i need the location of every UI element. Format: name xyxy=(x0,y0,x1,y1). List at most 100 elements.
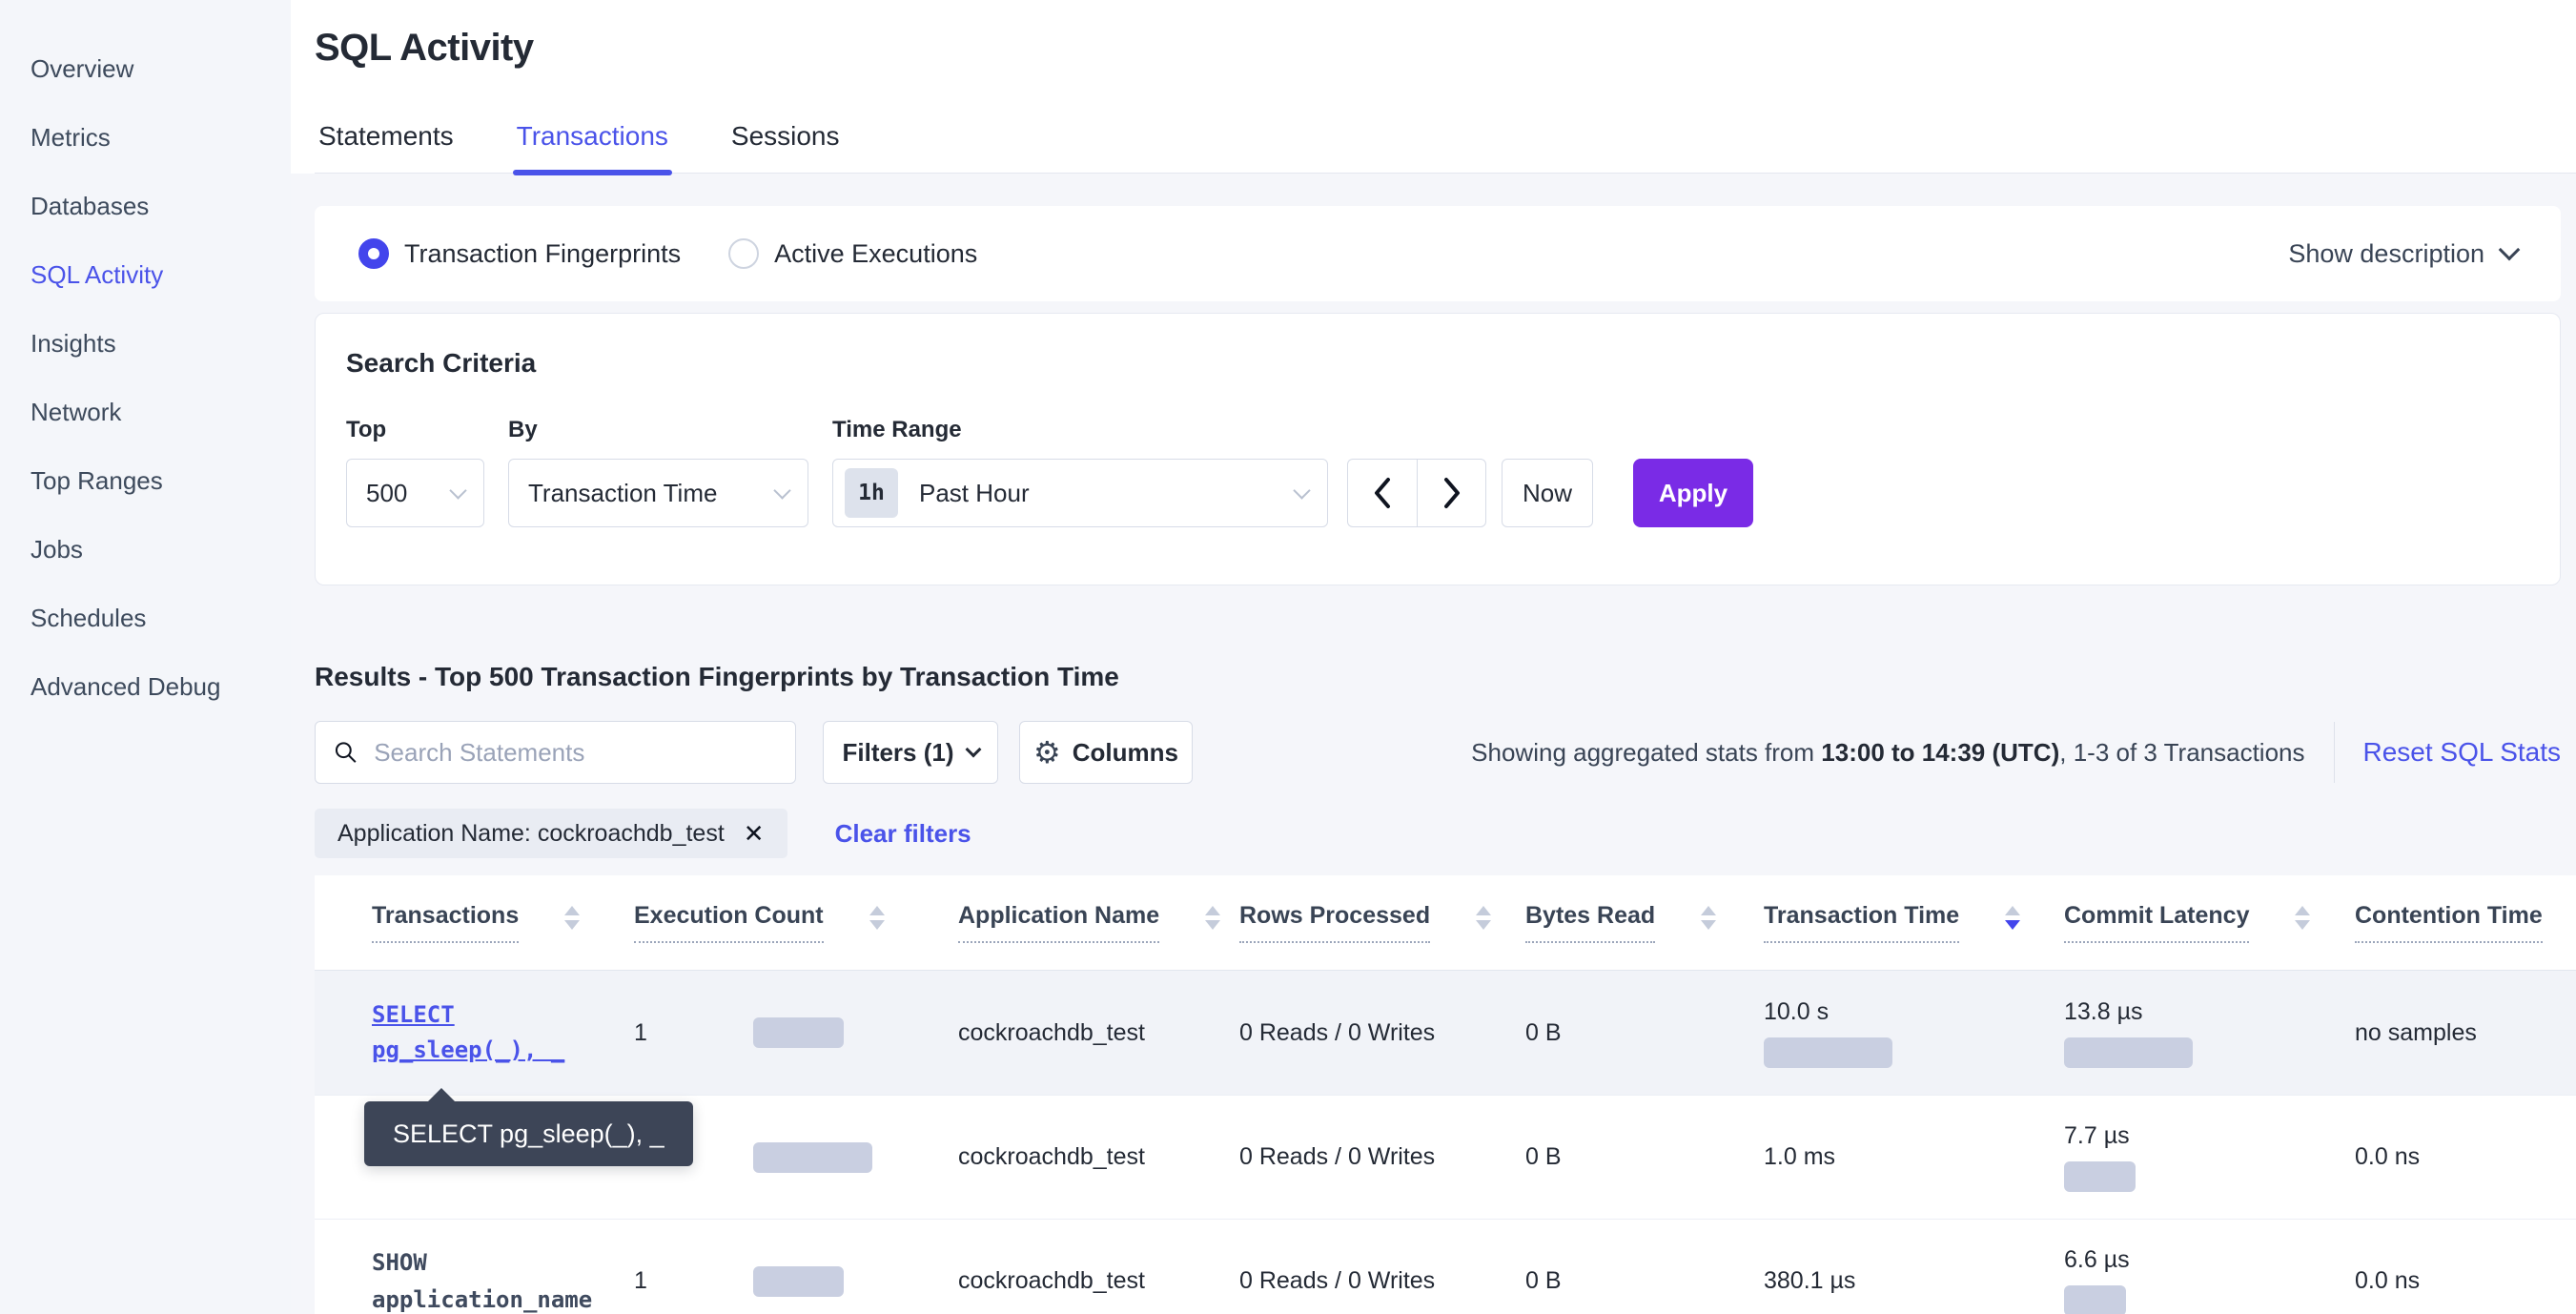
column-header-commit-latency: Commit Latency xyxy=(2064,902,2355,943)
tab-sessions[interactable]: Sessions xyxy=(730,121,840,151)
sidebar-item-databases[interactable]: Databases xyxy=(31,192,150,220)
columns-button[interactable]: ⚙ Columns xyxy=(1019,721,1193,784)
active-tab-underline xyxy=(512,170,672,175)
execution-count-bar xyxy=(753,1265,844,1297)
column-header-bytes-read: Bytes Read xyxy=(1525,902,1764,943)
tab-bar: Statements Transactions Sessions xyxy=(315,108,2576,175)
contention-time-value: 0.0 ns xyxy=(2355,1267,2421,1294)
bytes-read-value: 0 B xyxy=(1525,1267,1562,1294)
tab-statements[interactable]: Statements xyxy=(318,121,454,151)
sort-icon[interactable] xyxy=(2295,906,2311,930)
table-row: SELECT pg_sleep(_), _ 1 cockroachdb_test… xyxy=(315,971,2576,1095)
execution-count-bar xyxy=(753,1141,872,1173)
filter-chip-row: Application Name: cockroachdb_test ✕ Cle… xyxy=(315,809,2561,858)
table-row: SHOW database 3 cockroachdb_test 0 Reads… xyxy=(315,1095,2576,1219)
commit-latency-bar xyxy=(2064,1161,2136,1192)
close-icon[interactable]: ✕ xyxy=(743,818,765,848)
rows-processed-value: 0 Reads / 0 Writes xyxy=(1239,1018,1436,1046)
reset-sql-stats-link[interactable]: Reset SQL Stats xyxy=(2362,737,2562,767)
results-controls: Filters (1) ⚙ Columns Showing aggregated… xyxy=(315,721,2561,784)
sort-icon[interactable] xyxy=(564,906,581,930)
commit-latency-value: 6.6 µs xyxy=(2064,1246,2130,1273)
top-select[interactable]: 500 xyxy=(346,459,484,527)
bytes-read-value: 0 B xyxy=(1525,1018,1562,1046)
time-range-select[interactable]: 1h Past Hour xyxy=(832,459,1328,527)
results-heading: Results - Top 500 Transaction Fingerprin… xyxy=(315,662,1119,691)
chevron-right-icon xyxy=(1443,478,1460,508)
aggregated-stats-text: Showing aggregated stats from 13:00 to 1… xyxy=(1471,737,2305,767)
column-header-rows-processed: Rows Processed xyxy=(1239,902,1525,943)
rows-processed-value: 0 Reads / 0 Writes xyxy=(1239,1143,1436,1170)
sidebar-item-metrics[interactable]: Metrics xyxy=(31,123,111,152)
clear-filters-link[interactable]: Clear filters xyxy=(834,818,971,848)
fingerprint-tooltip: SELECT pg_sleep(_), _ xyxy=(364,1088,693,1166)
table-row: SHOW application_name 1 cockroachdb_test… xyxy=(315,1219,2576,1314)
page-title: SQL Activity xyxy=(315,27,534,69)
application-name-value: cockroachdb_test xyxy=(958,1018,1145,1046)
by-label: By xyxy=(508,417,538,442)
sort-icon[interactable] xyxy=(1476,906,1492,930)
sort-icon[interactable] xyxy=(869,906,885,930)
previous-time-button[interactable] xyxy=(1347,459,1417,527)
radio-active-executions[interactable]: Active Executions xyxy=(728,238,977,269)
time-range-pager xyxy=(1347,459,1486,527)
apply-button[interactable]: Apply xyxy=(1633,459,1753,527)
sidebar-item-top-ranges[interactable]: Top Ranges xyxy=(31,466,163,495)
chevron-down-icon xyxy=(773,481,791,500)
execution-count-bar xyxy=(753,1017,844,1048)
page-header: SQL Activity Statements Transactions Ses… xyxy=(291,0,2576,175)
contention-time-value: no samples xyxy=(2355,1018,2477,1046)
sidebar-item-sql-activity[interactable]: SQL Activity xyxy=(31,260,164,289)
by-select[interactable]: Transaction Time xyxy=(508,459,808,527)
chevron-down-icon xyxy=(2498,238,2521,261)
application-name-value: cockroachdb_test xyxy=(958,1143,1145,1170)
chevron-down-icon xyxy=(965,741,982,758)
show-description-toggle[interactable]: Show description xyxy=(2288,239,2521,269)
commit-latency-value: 13.8 µs xyxy=(2064,997,2143,1025)
transaction-fingerprint-link[interactable]: SELECT pg_sleep(_), _ xyxy=(372,1000,565,1063)
radio-unselected-icon xyxy=(728,238,760,269)
top-label: Top xyxy=(346,417,387,442)
radio-transaction-fingerprints[interactable]: Transaction Fingerprints xyxy=(358,238,681,269)
sidebar-item-advanced-debug[interactable]: Advanced Debug xyxy=(31,672,221,701)
search-criteria-panel: Search Criteria Top 500 By Transaction T… xyxy=(315,313,2561,585)
filter-chip-application-name: Application Name: cockroachdb_test ✕ xyxy=(315,809,787,858)
sidebar-item-overview[interactable]: Overview xyxy=(31,54,134,83)
transaction-fingerprint-text[interactable]: SHOW application_name xyxy=(372,1249,593,1313)
table-header-row: Transactions Execution Count Application… xyxy=(315,875,2576,971)
sidebar: Overview Metrics Databases SQL Activity … xyxy=(0,0,291,1314)
divider xyxy=(2333,722,2335,783)
transaction-time-bar xyxy=(1764,1037,1892,1068)
chevron-left-icon xyxy=(1375,478,1390,508)
content-area: Transaction Fingerprints Active Executio… xyxy=(291,206,2576,1314)
main-area: SQL Activity Statements Transactions Ses… xyxy=(291,0,2576,1314)
rows-processed-value: 0 Reads / 0 Writes xyxy=(1239,1267,1436,1294)
search-statements-box xyxy=(315,721,796,784)
sidebar-item-network[interactable]: Network xyxy=(31,398,122,426)
transaction-time-value: 380.1 µs xyxy=(1764,1267,1856,1294)
filters-button[interactable]: Filters (1) xyxy=(823,721,998,784)
time-range-label: Time Range xyxy=(832,417,962,442)
sidebar-item-insights[interactable]: Insights xyxy=(31,329,116,358)
gear-icon: ⚙ xyxy=(1033,735,1061,770)
transactions-table: Transactions Execution Count Application… xyxy=(315,875,2576,1314)
execution-count-value: 1 xyxy=(634,1267,647,1294)
commit-latency-value: 7.7 µs xyxy=(2064,1122,2130,1149)
tab-transactions[interactable]: Transactions xyxy=(512,108,672,175)
sidebar-item-schedules[interactable]: Schedules xyxy=(31,604,147,632)
execution-count-value: 1 xyxy=(634,1018,647,1046)
sort-icon[interactable] xyxy=(1701,906,1717,930)
sort-icon[interactable] xyxy=(1205,906,1221,930)
time-range-badge: 1h xyxy=(845,468,898,518)
column-header-application-name: Application Name xyxy=(958,902,1239,943)
transaction-time-value: 10.0 s xyxy=(1764,997,1830,1025)
search-icon xyxy=(335,742,357,763)
search-criteria-heading: Search Criteria xyxy=(346,348,537,378)
chevron-down-icon xyxy=(449,481,467,500)
now-button[interactable]: Now xyxy=(1502,459,1593,527)
next-time-button[interactable] xyxy=(1417,459,1486,527)
sort-icon-active-desc[interactable] xyxy=(2005,906,2021,930)
search-statements-input[interactable] xyxy=(374,737,778,768)
sidebar-item-jobs[interactable]: Jobs xyxy=(31,535,83,564)
application-name-value: cockroachdb_test xyxy=(958,1267,1145,1294)
